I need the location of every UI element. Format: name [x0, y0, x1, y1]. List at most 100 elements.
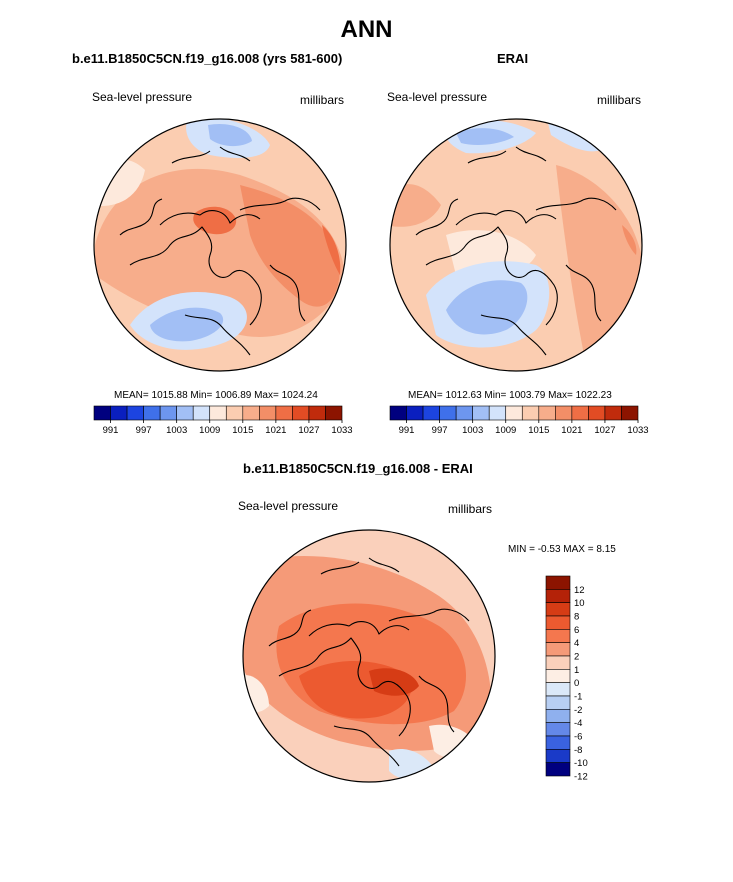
colorbar-swatch [406, 405, 424, 421]
panel-2-polar-map [389, 118, 643, 372]
coastline [129, 226, 262, 326]
colorbar-tick-label: 1003 [462, 425, 483, 436]
colorbar-swatch [292, 405, 310, 421]
panel-3-polar-map [242, 529, 496, 783]
colorbar-swatch [545, 669, 571, 683]
colorbar-tick-label: 997 [432, 425, 448, 436]
colorbar-swatch [545, 642, 571, 657]
colorbar-swatch [545, 655, 571, 670]
coastline [268, 609, 312, 647]
colorbar-tick-label: 8 [574, 612, 579, 623]
colorbar-swatch [93, 405, 111, 421]
pressure-contour-region [193, 206, 237, 235]
coastline [480, 314, 547, 356]
panel-2-colorbar: 991 997 1003 1009 1015 1021 1027 1033 [389, 405, 649, 436]
coastline [320, 557, 400, 575]
colorbar-tick-label: 0 [574, 678, 579, 689]
panel-2-stats: MEAN= 1012.63 Min= 1003.79 Max= 1022.23 [408, 390, 612, 401]
colorbar-tick-label: 1003 [166, 425, 187, 436]
colorbar-tick-label: -10 [574, 758, 588, 769]
colorbar-swatch [176, 405, 194, 421]
panel-2-units-label: millibars [597, 93, 642, 107]
colorbar-swatch [455, 405, 473, 421]
map-boundary [389, 118, 643, 372]
colorbar-tick-label: 2 [574, 652, 579, 663]
colorbar-tick-label: 1015 [528, 425, 549, 436]
coastline [308, 621, 410, 637]
colorbar-swatch [389, 405, 407, 421]
colorbar-tick-label: 1021 [265, 425, 286, 436]
colorbar-swatch [439, 405, 457, 421]
colorbar-swatch [604, 405, 622, 421]
coastline [535, 197, 617, 211]
coastline [171, 146, 251, 164]
colorbar-tick-label: -12 [574, 772, 588, 783]
colorbar-swatch [259, 405, 277, 421]
colorbar-tick-label: 997 [136, 425, 152, 436]
colorbar-tick-label: 1027 [298, 425, 319, 436]
coastline [467, 146, 547, 164]
colorbar-swatch [505, 405, 523, 421]
pressure-contour-region [240, 185, 340, 307]
colorbar-tick-label: 1033 [331, 425, 352, 436]
panel-2-variable-label: Sea-level pressure [387, 90, 488, 104]
colorbar-swatch [545, 629, 571, 643]
colorbar-swatch [126, 405, 144, 421]
colorbar-tick-label: 1009 [495, 425, 516, 436]
main-title: ANN [340, 16, 393, 43]
colorbar-swatch [545, 602, 571, 617]
colorbar-swatch [472, 405, 490, 421]
colorbar-tick-label: -6 [574, 732, 582, 743]
map-boundary [93, 118, 347, 372]
coastline [425, 226, 558, 326]
colorbar-swatch [488, 405, 507, 421]
panel-3-variable-label: Sea-level pressure [238, 499, 339, 513]
colorbar-swatch [209, 405, 227, 421]
colorbar-tick-label: 6 [574, 625, 579, 636]
colorbar-swatch [545, 682, 571, 697]
pressure-contour-region [369, 668, 419, 696]
panel-1-colorbar: 991 997 1003 1009 1015 1021 1027 1033 [93, 405, 353, 436]
colorbar-swatch [192, 405, 211, 421]
colorbar-swatch [621, 405, 639, 421]
coastline [565, 264, 602, 322]
colorbar-swatch [159, 405, 177, 421]
panel-1-stats: MEAN= 1015.88 Min= 1006.89 Max= 1024.24 [114, 390, 318, 401]
coastline [184, 314, 251, 356]
coastline [239, 197, 321, 211]
colorbar-swatch [225, 405, 244, 421]
panel-1-units-label: millibars [300, 93, 345, 107]
pressure-contour-region [322, 225, 341, 275]
panel-2-title: ERAI [497, 51, 529, 66]
colorbar-tick-label: 12 [574, 585, 585, 596]
colorbar-swatch [422, 405, 440, 421]
colorbar-swatch [242, 405, 260, 421]
colorbar-tick-label: -1 [574, 692, 582, 703]
map-boundary [242, 529, 496, 783]
colorbar-swatch [538, 405, 556, 421]
coastline [278, 637, 411, 737]
colorbar-swatch [545, 695, 571, 710]
colorbar-tick-label: 1015 [232, 425, 253, 436]
colorbar-swatch [545, 575, 571, 590]
colorbar-tick-label: -4 [574, 718, 582, 729]
colorbar-tick-label: 1027 [594, 425, 615, 436]
colorbar-tick-label: 991 [103, 425, 119, 436]
colorbar-tick-label: -2 [574, 705, 582, 716]
colorbar-tick-label: 991 [399, 425, 415, 436]
colorbar-swatch [545, 709, 571, 723]
panel-3-units-label: millibars [448, 502, 493, 516]
pressure-contour-region [208, 123, 252, 147]
panel-1-title: b.e11.B1850C5CN.f19_g16.008 (yrs 581-600… [72, 51, 343, 66]
colorbar-swatch [545, 749, 571, 763]
colorbar-swatch [325, 405, 343, 421]
colorbar-swatch [571, 405, 589, 421]
colorbar-tick-label: -8 [574, 745, 582, 756]
colorbar-tick-label: 4 [574, 638, 579, 649]
coastline [418, 675, 455, 733]
coastline [388, 608, 470, 622]
panel-1-polar-map [93, 118, 347, 372]
pressure-contour-region [456, 128, 514, 145]
panel-1-variable-label: Sea-level pressure [92, 90, 193, 104]
panel-3-title: b.e11.B1850C5CN.f19_g16.008 - ERAI [243, 461, 473, 476]
